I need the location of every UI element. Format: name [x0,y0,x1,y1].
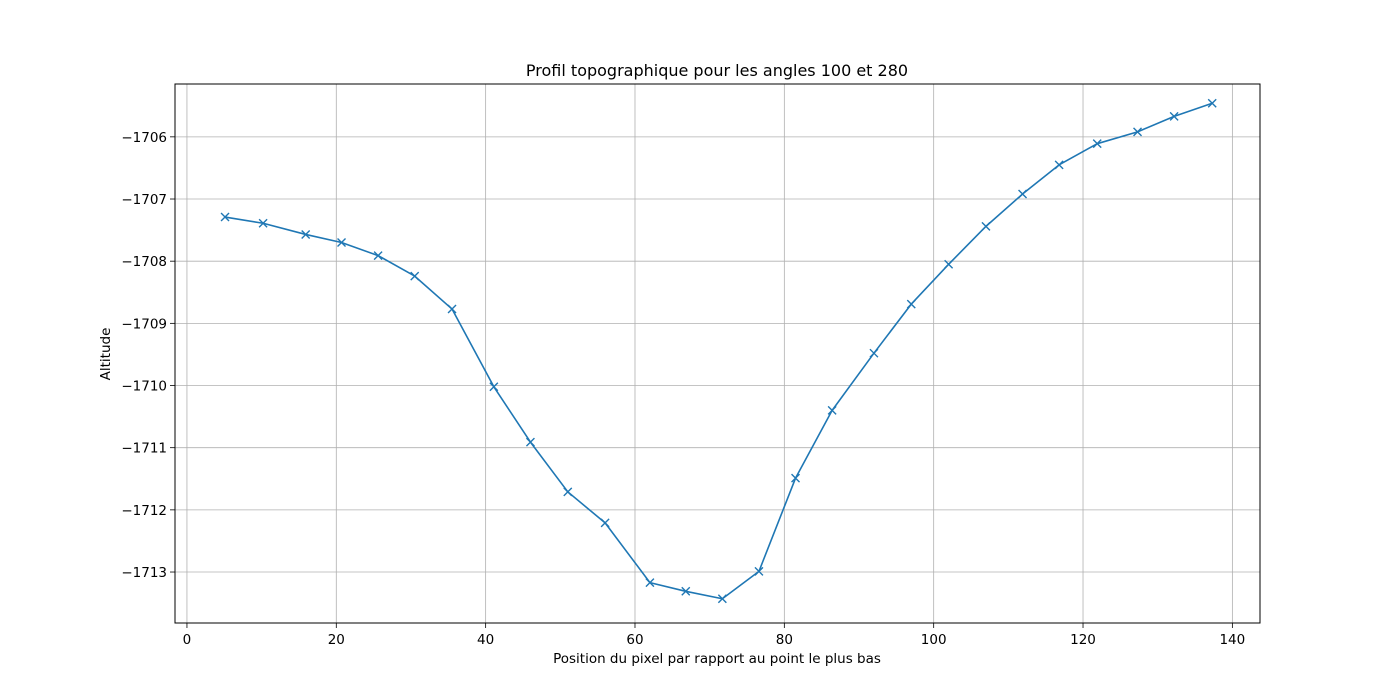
data-point-marker [301,229,311,239]
data-point-marker [791,473,801,483]
y-tick-label: −1712 [121,503,167,519]
x-tick-label: 60 [626,632,643,648]
data-point-marker [869,348,879,358]
x-tick-label: 40 [477,632,494,648]
series-line-layer [224,102,1213,600]
x-tick-label: 20 [328,632,345,648]
data-point-marker [717,594,727,604]
data-point-marker [1169,111,1179,121]
x-tick-label: 140 [1219,632,1245,648]
x-tick-label: 120 [1070,632,1096,648]
grid [175,84,1260,623]
data-point-marker [681,586,691,596]
y-axis-ticks: −1713 −1712 −1711 −1710 −1709 −1708 −1707 −1706 [121,130,175,581]
data-point-marker [600,518,610,528]
data-point-marker [645,578,655,588]
data-point-marker [447,304,457,314]
data-point-marker [827,405,837,415]
data-point-marker [525,437,535,447]
data-point-marker [337,238,347,248]
x-tick-label: 0 [183,632,192,648]
y-tick-label: −1707 [121,192,167,208]
series-line [224,102,1213,600]
data-point-marker [1207,98,1217,108]
y-tick-label: −1711 [121,441,167,457]
data-point-marker [1018,189,1028,199]
data-point-marker [220,212,230,222]
data-point-marker [258,218,268,228]
x-tick-label: 80 [776,632,793,648]
y-tick-label: −1713 [121,565,167,581]
x-axis-label: Position du pixel par rapport au point l… [553,651,881,667]
data-point-marker [906,299,916,309]
data-point-marker [944,259,954,269]
data-point-marker [410,271,420,281]
data-point-marker [1092,139,1102,149]
y-tick-label: −1710 [121,379,167,395]
data-point-marker [489,382,499,392]
marker-layer [220,98,1217,604]
data-point-marker [981,221,991,231]
data-point-marker [373,251,383,261]
x-tick-label: 100 [921,632,947,648]
y-tick-label: −1706 [121,130,167,146]
y-tick-label: −1708 [121,254,167,270]
data-point-marker [1133,127,1143,137]
plot-frame [174,83,1261,624]
data-point-marker [754,566,764,576]
x-axis-ticks: 0 20 40 60 80 100 120 140 [183,623,1245,648]
chart-title: Profil topographique pour les angles 100… [526,61,908,80]
data-point-marker [1054,160,1064,170]
data-point-marker [563,487,573,497]
y-tick-label: −1709 [121,316,167,332]
y-axis-label: Altitude [98,328,114,381]
